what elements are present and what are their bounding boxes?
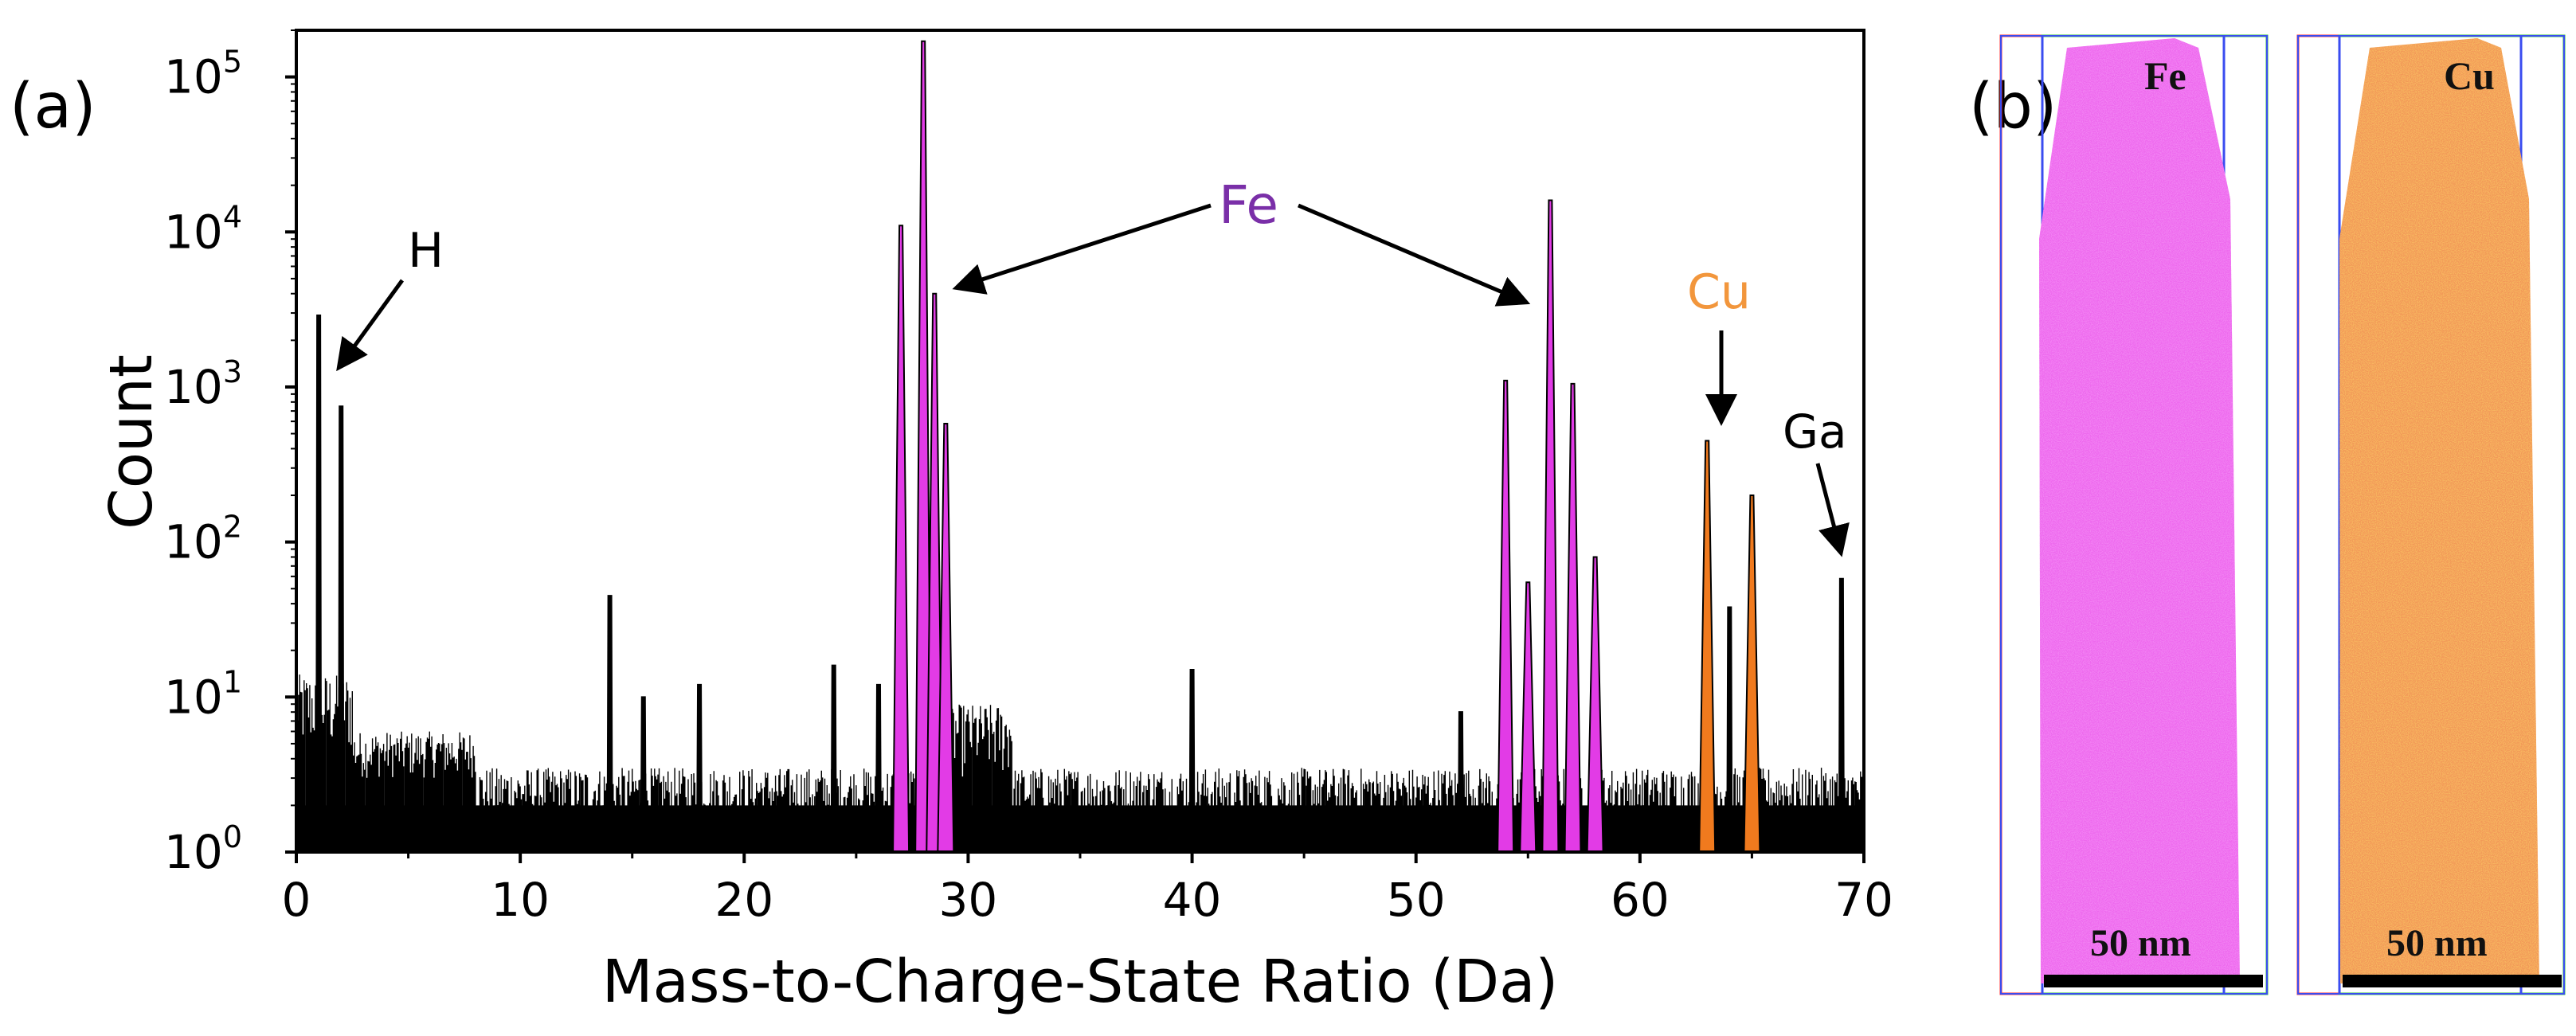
arrow-ga xyxy=(1815,463,1850,557)
peak-4 xyxy=(696,683,703,853)
peak-2 xyxy=(606,595,613,853)
peak-11 xyxy=(1188,669,1196,853)
x-tick-label: 60 xyxy=(1611,873,1670,927)
annotation-cu: Cu xyxy=(1687,264,1751,320)
arrow-fe-right xyxy=(1298,203,1531,307)
mass-spectrum-chart: (a) Count Mass-to-Charge-State Ratio (Da… xyxy=(10,29,1893,1016)
annotation-h: H xyxy=(408,223,444,279)
peak-19 xyxy=(1726,606,1733,853)
x-axis-ticks: 0 10 20 30 40 50 60 70 xyxy=(282,852,1893,927)
x-tick-label: 10 xyxy=(491,873,550,927)
panel-label-b: (b) xyxy=(1969,71,2057,143)
peak-series xyxy=(315,40,1845,853)
peak-6 xyxy=(875,683,882,853)
annotation-fe: Fe xyxy=(1219,174,1278,236)
cu-atom-map: Cu 50 nm xyxy=(2296,34,2566,995)
panel-label-a: (a) xyxy=(10,71,96,143)
x-tick-label: 30 xyxy=(939,873,998,927)
arrow-h xyxy=(336,279,405,372)
y-axis-label: Count xyxy=(97,354,166,530)
fe-scale-bar xyxy=(2044,975,2263,987)
peak-3 xyxy=(640,696,647,853)
cu-scale-bar xyxy=(2343,975,2562,987)
cu-scale-label: 50 nm xyxy=(2386,922,2488,964)
x-tick-label: 40 xyxy=(1163,873,1222,927)
y-tick-label: 105 xyxy=(164,45,242,104)
x-tick-label: 20 xyxy=(714,873,773,927)
x-tick-label: 0 xyxy=(282,873,311,927)
cu-box-blue xyxy=(2297,35,2565,995)
peak-1 xyxy=(338,405,345,853)
x-axis-label: Mass-to-Charge-State Ratio (Da) xyxy=(602,948,1559,1016)
fe-atom-map: Fe 50 nm xyxy=(1999,34,2269,995)
peak-12 xyxy=(1457,711,1464,853)
fe-map-label: Fe xyxy=(2144,53,2186,98)
x-tick-label: 70 xyxy=(1834,873,1893,927)
fe-scale-label: 50 nm xyxy=(2090,922,2191,964)
peak-21 xyxy=(1838,577,1845,853)
cu-map-label: Cu xyxy=(2444,53,2495,98)
annotation-ga: Ga xyxy=(1783,405,1847,459)
peak-5 xyxy=(830,664,837,853)
fe-box-blue xyxy=(2000,35,2268,995)
arrow-fe-left xyxy=(952,203,1212,295)
peak-0 xyxy=(315,314,323,853)
x-tick-label: 50 xyxy=(1387,873,1446,927)
atom-maps: (b) Fe 50 nm Cu 50 nm xyxy=(1969,34,2566,995)
